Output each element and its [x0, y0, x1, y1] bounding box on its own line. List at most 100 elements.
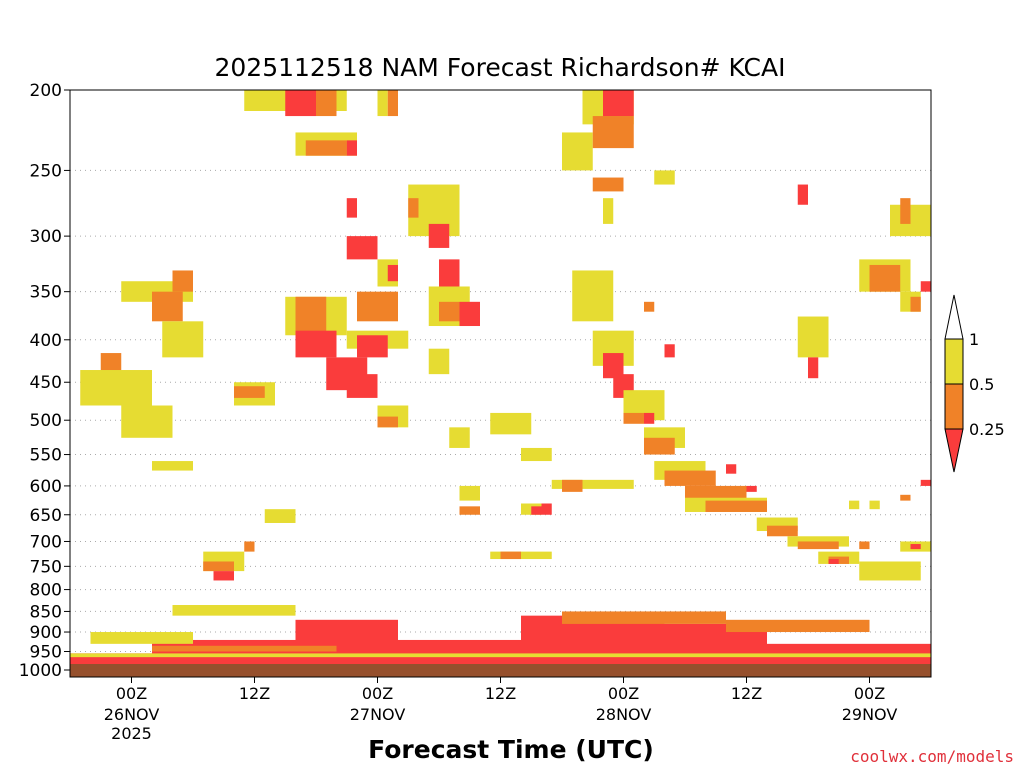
cell-59 — [449, 427, 470, 448]
y-tick-label-650: 650 — [30, 506, 62, 526]
cell-44 — [357, 291, 398, 322]
cell-17 — [121, 405, 173, 438]
y-tick-label-600: 600 — [30, 477, 62, 497]
cell-50 — [377, 416, 398, 428]
cell-106 — [859, 541, 870, 550]
cell-21 — [152, 461, 193, 471]
x-tick-label-3: 12Z — [485, 684, 516, 703]
cell-62 — [490, 412, 532, 435]
y-tick-label-550: 550 — [30, 446, 62, 466]
y-tick-label-300: 300 — [30, 227, 62, 247]
cell-119 — [849, 500, 860, 510]
cell-97 — [767, 525, 798, 537]
cell-83 — [644, 301, 655, 312]
cell-33 — [305, 140, 347, 156]
cell-72 — [603, 90, 634, 117]
x-tick-date-6: 29NOV — [842, 705, 898, 724]
cell-89 — [562, 479, 583, 492]
cell-53 — [428, 223, 450, 248]
colorbar-bin-1 — [944, 338, 964, 385]
cell-4 — [377, 639, 542, 665]
cell-98 — [787, 536, 849, 547]
cell-108 — [808, 357, 819, 379]
x-tick-year-0: 2025 — [111, 724, 152, 743]
cell-10 — [172, 605, 296, 616]
cell-99 — [797, 541, 839, 550]
cell-35 — [377, 90, 388, 117]
cell-75 — [654, 170, 675, 185]
cell-58 — [428, 348, 450, 375]
credit-text: coolwx.com/models — [850, 747, 1014, 766]
cell-61 — [459, 506, 480, 515]
cell-11 — [90, 632, 193, 644]
cell-81 — [623, 412, 644, 424]
x-tick-label-6: 00Z — [854, 684, 885, 703]
cell-116 — [920, 281, 931, 292]
cell-109 — [797, 184, 808, 205]
cell-43 — [357, 335, 388, 358]
cell-111 — [869, 264, 901, 292]
y-tick-label-700: 700 — [30, 532, 62, 552]
cell-34 — [346, 140, 357, 156]
colorbar-legend: 1 0.5 0.25 — [944, 294, 1005, 473]
y-tick-label-750: 750 — [30, 557, 62, 577]
ground-layer — [70, 664, 931, 677]
colorbar-bottom-arrow — [944, 428, 964, 473]
colorbar-bin-2 — [944, 383, 964, 430]
cell-57 — [459, 301, 480, 327]
cell-105 — [910, 544, 921, 550]
cell-27 — [213, 571, 234, 581]
colorbar-label-1: 0.5 — [969, 375, 994, 394]
cell-82 — [644, 412, 655, 424]
cell-87 — [664, 470, 716, 486]
x-tick-label-0: 00Z — [116, 684, 147, 703]
ground-fill — [70, 664, 931, 677]
cell-36 — [387, 90, 398, 117]
cell-94 — [726, 464, 737, 474]
cell-90 — [664, 344, 675, 358]
cell-31 — [316, 90, 337, 117]
y-tick-label-450: 450 — [30, 373, 62, 393]
y-tick-label-800: 800 — [30, 581, 62, 601]
cell-71 — [592, 116, 634, 149]
cell-15 — [80, 370, 152, 406]
cell-20 — [172, 270, 193, 292]
cell-93 — [705, 500, 767, 512]
cell-65 — [531, 506, 542, 515]
cell-8 — [562, 611, 726, 624]
y-tick-label-400: 400 — [30, 331, 62, 351]
y-tick-label-1000: 1000 — [19, 661, 62, 681]
cell-69 — [562, 132, 593, 171]
chart-title: 2025112518 NAM Forecast Richardson# KCAI — [214, 53, 785, 82]
cell-30 — [285, 90, 316, 117]
colorbar-label-2: 0.25 — [969, 420, 1005, 439]
y-tick-label-950: 950 — [30, 643, 62, 663]
cell-56 — [439, 301, 460, 322]
cell-48 — [387, 264, 398, 282]
y-tick-label-500: 500 — [30, 411, 62, 431]
x-tick-label-5: 12Z — [731, 684, 762, 703]
cell-46 — [346, 198, 357, 218]
y-tick-label-350: 350 — [30, 283, 62, 303]
cell-115 — [910, 296, 921, 312]
colorbar-label-0: 1 — [969, 330, 979, 349]
colorbar-top-arrow — [944, 294, 964, 340]
cell-113 — [900, 198, 911, 224]
cell-60 — [459, 485, 480, 501]
cell-73 — [592, 177, 624, 192]
cell-117 — [920, 479, 931, 486]
cell-24 — [264, 509, 296, 523]
cell-54 — [439, 259, 460, 292]
cell-78 — [603, 353, 624, 379]
cell-28 — [244, 541, 255, 552]
cell-45 — [346, 236, 378, 260]
x-tick-date-2: 27NOV — [350, 705, 406, 724]
cell-19 — [162, 321, 204, 358]
cell-107 — [797, 316, 829, 358]
cell-76 — [572, 270, 614, 322]
cell-1 — [70, 653, 173, 665]
x-tick-label-4: 00Z — [608, 684, 639, 703]
cell-26 — [203, 561, 234, 572]
